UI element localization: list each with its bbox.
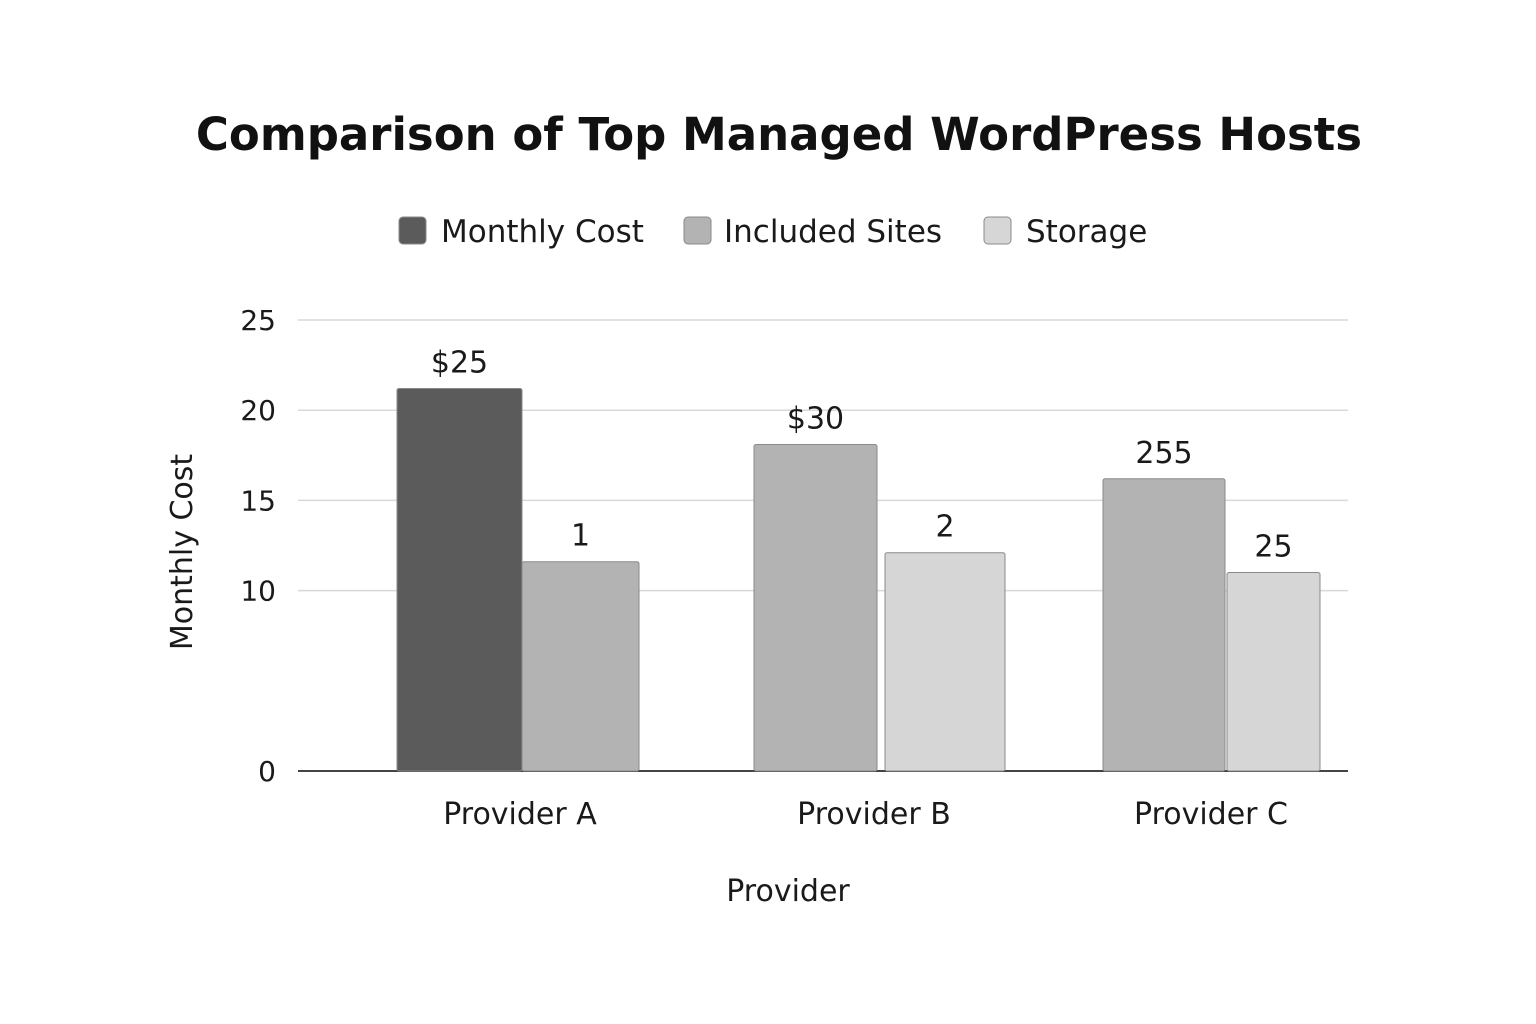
bar-provider-b-second [884, 552, 1006, 772]
legend: Monthly Cost Included Sites Storage [398, 214, 1147, 250]
y-tick-label: 20 [240, 394, 276, 427]
bar-provider-b-first [753, 443, 878, 772]
x-axis-title: Provider [726, 874, 850, 909]
legend-label: Included Sites [724, 214, 942, 250]
x-axis-categories: Provider A Provider B Provider C [443, 797, 1288, 832]
data-label: 2 [935, 510, 954, 545]
y-tick-label: 15 [240, 484, 276, 517]
x-category-label: Provider A [443, 797, 597, 832]
legend-label: Storage [1026, 214, 1147, 250]
data-label: 255 [1135, 436, 1192, 471]
legend-swatch [398, 216, 427, 245]
x-category-label: Provider C [1134, 797, 1288, 832]
y-axis-ticks: 0 10 15 20 25 [240, 304, 276, 788]
bar-provider-c-first [1102, 478, 1226, 772]
data-label: 1 [571, 519, 590, 554]
data-label: $25 [431, 346, 488, 381]
bar-provider-a-second [521, 561, 640, 772]
data-label: $30 [787, 401, 844, 436]
y-axis-title: Monthly Cost [165, 454, 200, 651]
y-tick-label: 0 [258, 755, 276, 788]
data-labels: $25 1 $30 2 255 25 [431, 346, 1293, 565]
legend-swatch [983, 216, 1012, 245]
y-tick-label: 25 [240, 304, 276, 337]
bar-provider-a-first [396, 388, 523, 772]
bars [396, 388, 1321, 772]
legend-swatch [683, 216, 712, 245]
chart-title: Comparison of Top Managed WordPress Host… [196, 108, 1362, 161]
x-category-label: Provider B [797, 797, 951, 832]
legend-label: Monthly Cost [441, 214, 644, 250]
data-label: 25 [1254, 530, 1292, 565]
bar-provider-c-second [1226, 572, 1321, 772]
y-tick-label: 10 [240, 575, 276, 608]
